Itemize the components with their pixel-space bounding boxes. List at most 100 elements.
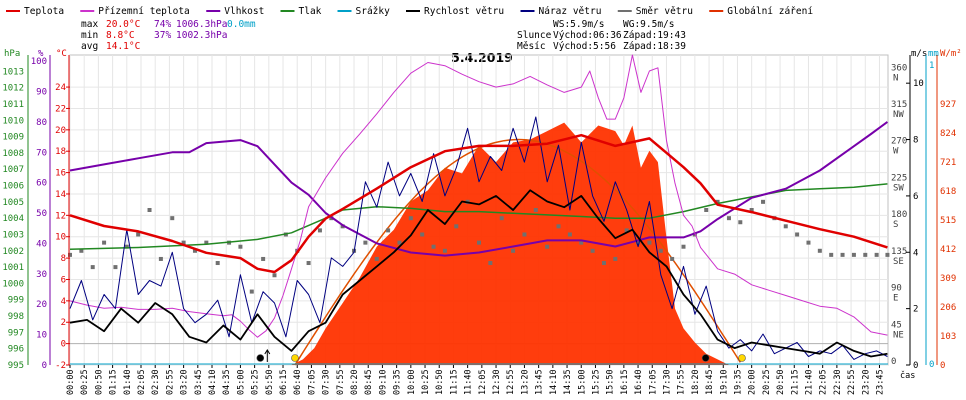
radiation-tick: 412 bbox=[940, 245, 956, 255]
unit-hpa: hPa bbox=[4, 49, 20, 59]
wind-direction-point bbox=[749, 208, 754, 212]
x-tick-label: 02:55 bbox=[165, 369, 175, 395]
x-tick-label: 22:30 bbox=[833, 369, 843, 395]
wind-direction-point bbox=[124, 244, 129, 249]
sunrise-marker bbox=[291, 354, 299, 362]
wind-direction-point bbox=[829, 252, 834, 257]
sunset-marker bbox=[738, 354, 746, 362]
x-tick-label: 15:00 bbox=[577, 369, 587, 395]
x-tick-label: 03:20 bbox=[180, 369, 190, 395]
temp-tick: 22 bbox=[55, 104, 66, 114]
temp-tick: -2 bbox=[55, 361, 66, 371]
radiation-tick: 515 bbox=[940, 216, 956, 226]
wind-direction-point bbox=[806, 240, 811, 245]
temp-tick: 8 bbox=[61, 254, 66, 264]
radiation-tick: 103 bbox=[940, 332, 956, 342]
temp-tick: 12 bbox=[55, 211, 66, 221]
x-tick-label: 20:25 bbox=[762, 369, 772, 395]
radiation-tick: 721 bbox=[940, 158, 956, 168]
wind-direction-point bbox=[658, 248, 663, 253]
pressure-tick: 1011 bbox=[2, 100, 24, 110]
pressure-tick: 1012 bbox=[2, 84, 24, 94]
x-tick-label: 10:25 bbox=[421, 369, 431, 395]
pressure-tick: 1006 bbox=[2, 182, 24, 192]
x-tick-label: 07:05 bbox=[307, 369, 317, 395]
temp-tick: 4 bbox=[61, 297, 66, 307]
radiation-tick: 206 bbox=[940, 303, 956, 313]
unit-mm: mm bbox=[928, 49, 939, 59]
stats-max-temp: 20.0°C bbox=[106, 19, 140, 30]
x-tick-label: 18:45 bbox=[705, 369, 715, 395]
x-tick-label: 09:10 bbox=[378, 369, 388, 395]
radiation-tick: 618 bbox=[940, 187, 956, 197]
wind-direction-point bbox=[477, 240, 481, 245]
x-axis-label: čas bbox=[900, 370, 915, 381]
direction-letter: N bbox=[893, 73, 898, 83]
x-tick-label: 23:20 bbox=[861, 369, 871, 395]
direction-tick: 135 bbox=[891, 247, 907, 257]
x-tick-label: 22:55 bbox=[847, 369, 857, 395]
wind-tick: 10 bbox=[913, 79, 924, 89]
temp-tick: 18 bbox=[55, 147, 66, 157]
wind-direction-point bbox=[340, 224, 345, 229]
pressure-tick: 1010 bbox=[2, 116, 24, 126]
x-tick-label: 20:00 bbox=[748, 369, 758, 395]
wind-tick: 8 bbox=[913, 136, 918, 146]
wind-speed-max: WS:5.9m/s bbox=[553, 19, 604, 30]
direction-tick: 225 bbox=[891, 173, 907, 183]
temp-tick: 20 bbox=[55, 126, 66, 136]
pressure-tick: 1005 bbox=[2, 198, 24, 208]
radiation-tick: 927 bbox=[940, 100, 956, 110]
wind-direction-point bbox=[306, 261, 311, 266]
wind-direction-point bbox=[204, 240, 209, 245]
x-tick-label: 10:00 bbox=[407, 369, 417, 395]
stats-block: max 20.0°C 74% 1006.3hPa 0.0mm min 8.8°C… bbox=[81, 19, 256, 52]
x-tick-label: 18:20 bbox=[691, 369, 701, 395]
x-tick-label: 11:15 bbox=[449, 369, 459, 395]
direction-tick: 270 bbox=[891, 137, 907, 147]
direction-tick: 90 bbox=[891, 284, 902, 294]
x-tick-label: 17:55 bbox=[677, 369, 687, 395]
legend-label-1: Přízemní teplota bbox=[98, 6, 190, 17]
x-tick-label: 02:05 bbox=[137, 369, 147, 395]
stats-min-hum: 37% bbox=[154, 30, 171, 41]
stats-min-temp: 8.8°C bbox=[106, 30, 135, 41]
wind-direction-point bbox=[533, 208, 538, 212]
sunset-time: Západ:19:43 bbox=[623, 30, 686, 41]
radiation-theoretical-curve bbox=[294, 138, 741, 366]
wind-direction-point bbox=[851, 252, 856, 257]
direction-tick: 315 bbox=[891, 100, 907, 110]
temp-tick: 10 bbox=[55, 233, 66, 243]
radiation-tick: 309 bbox=[940, 274, 956, 284]
unit-ms: m/s bbox=[911, 49, 927, 59]
wind-direction-point bbox=[556, 224, 561, 229]
wind-direction-point bbox=[68, 252, 72, 257]
wind-direction-point bbox=[272, 273, 277, 278]
stats-min-press: 1002.3hPa bbox=[176, 30, 227, 41]
pressure-tick: 995 bbox=[8, 361, 24, 371]
humidity-tick: 20 bbox=[36, 300, 47, 310]
unit-percent: % bbox=[38, 49, 44, 59]
wind-direction-point bbox=[102, 240, 107, 245]
moonrise-arrow-head bbox=[264, 349, 271, 355]
wind-direction-point bbox=[567, 232, 572, 237]
moonset-time: Západ:18:39 bbox=[623, 41, 686, 52]
legend-label-4: Srážky bbox=[356, 6, 391, 17]
wind-direction-point bbox=[431, 244, 436, 249]
humidity-tick: 10 bbox=[36, 331, 47, 341]
stats-max-label: max bbox=[81, 19, 98, 30]
x-tick-label: 04:10 bbox=[208, 369, 218, 395]
x-tick-label: 19:10 bbox=[719, 369, 729, 395]
humidity-tick: 100 bbox=[31, 57, 47, 67]
wind-direction-point bbox=[670, 256, 675, 261]
humidity-tick: 80 bbox=[36, 118, 47, 128]
wind-tick: 6 bbox=[913, 192, 918, 202]
wind-direction-point bbox=[545, 244, 550, 249]
wind-direction-point bbox=[386, 228, 391, 233]
wind-direction-point bbox=[522, 232, 527, 237]
x-tick-label: 06:40 bbox=[293, 369, 303, 395]
x-tick-label: 01:40 bbox=[123, 369, 133, 395]
x-tick-label: 15:50 bbox=[606, 369, 616, 395]
wind-direction-point bbox=[147, 208, 152, 212]
x-tick-label: 21:40 bbox=[804, 369, 814, 395]
